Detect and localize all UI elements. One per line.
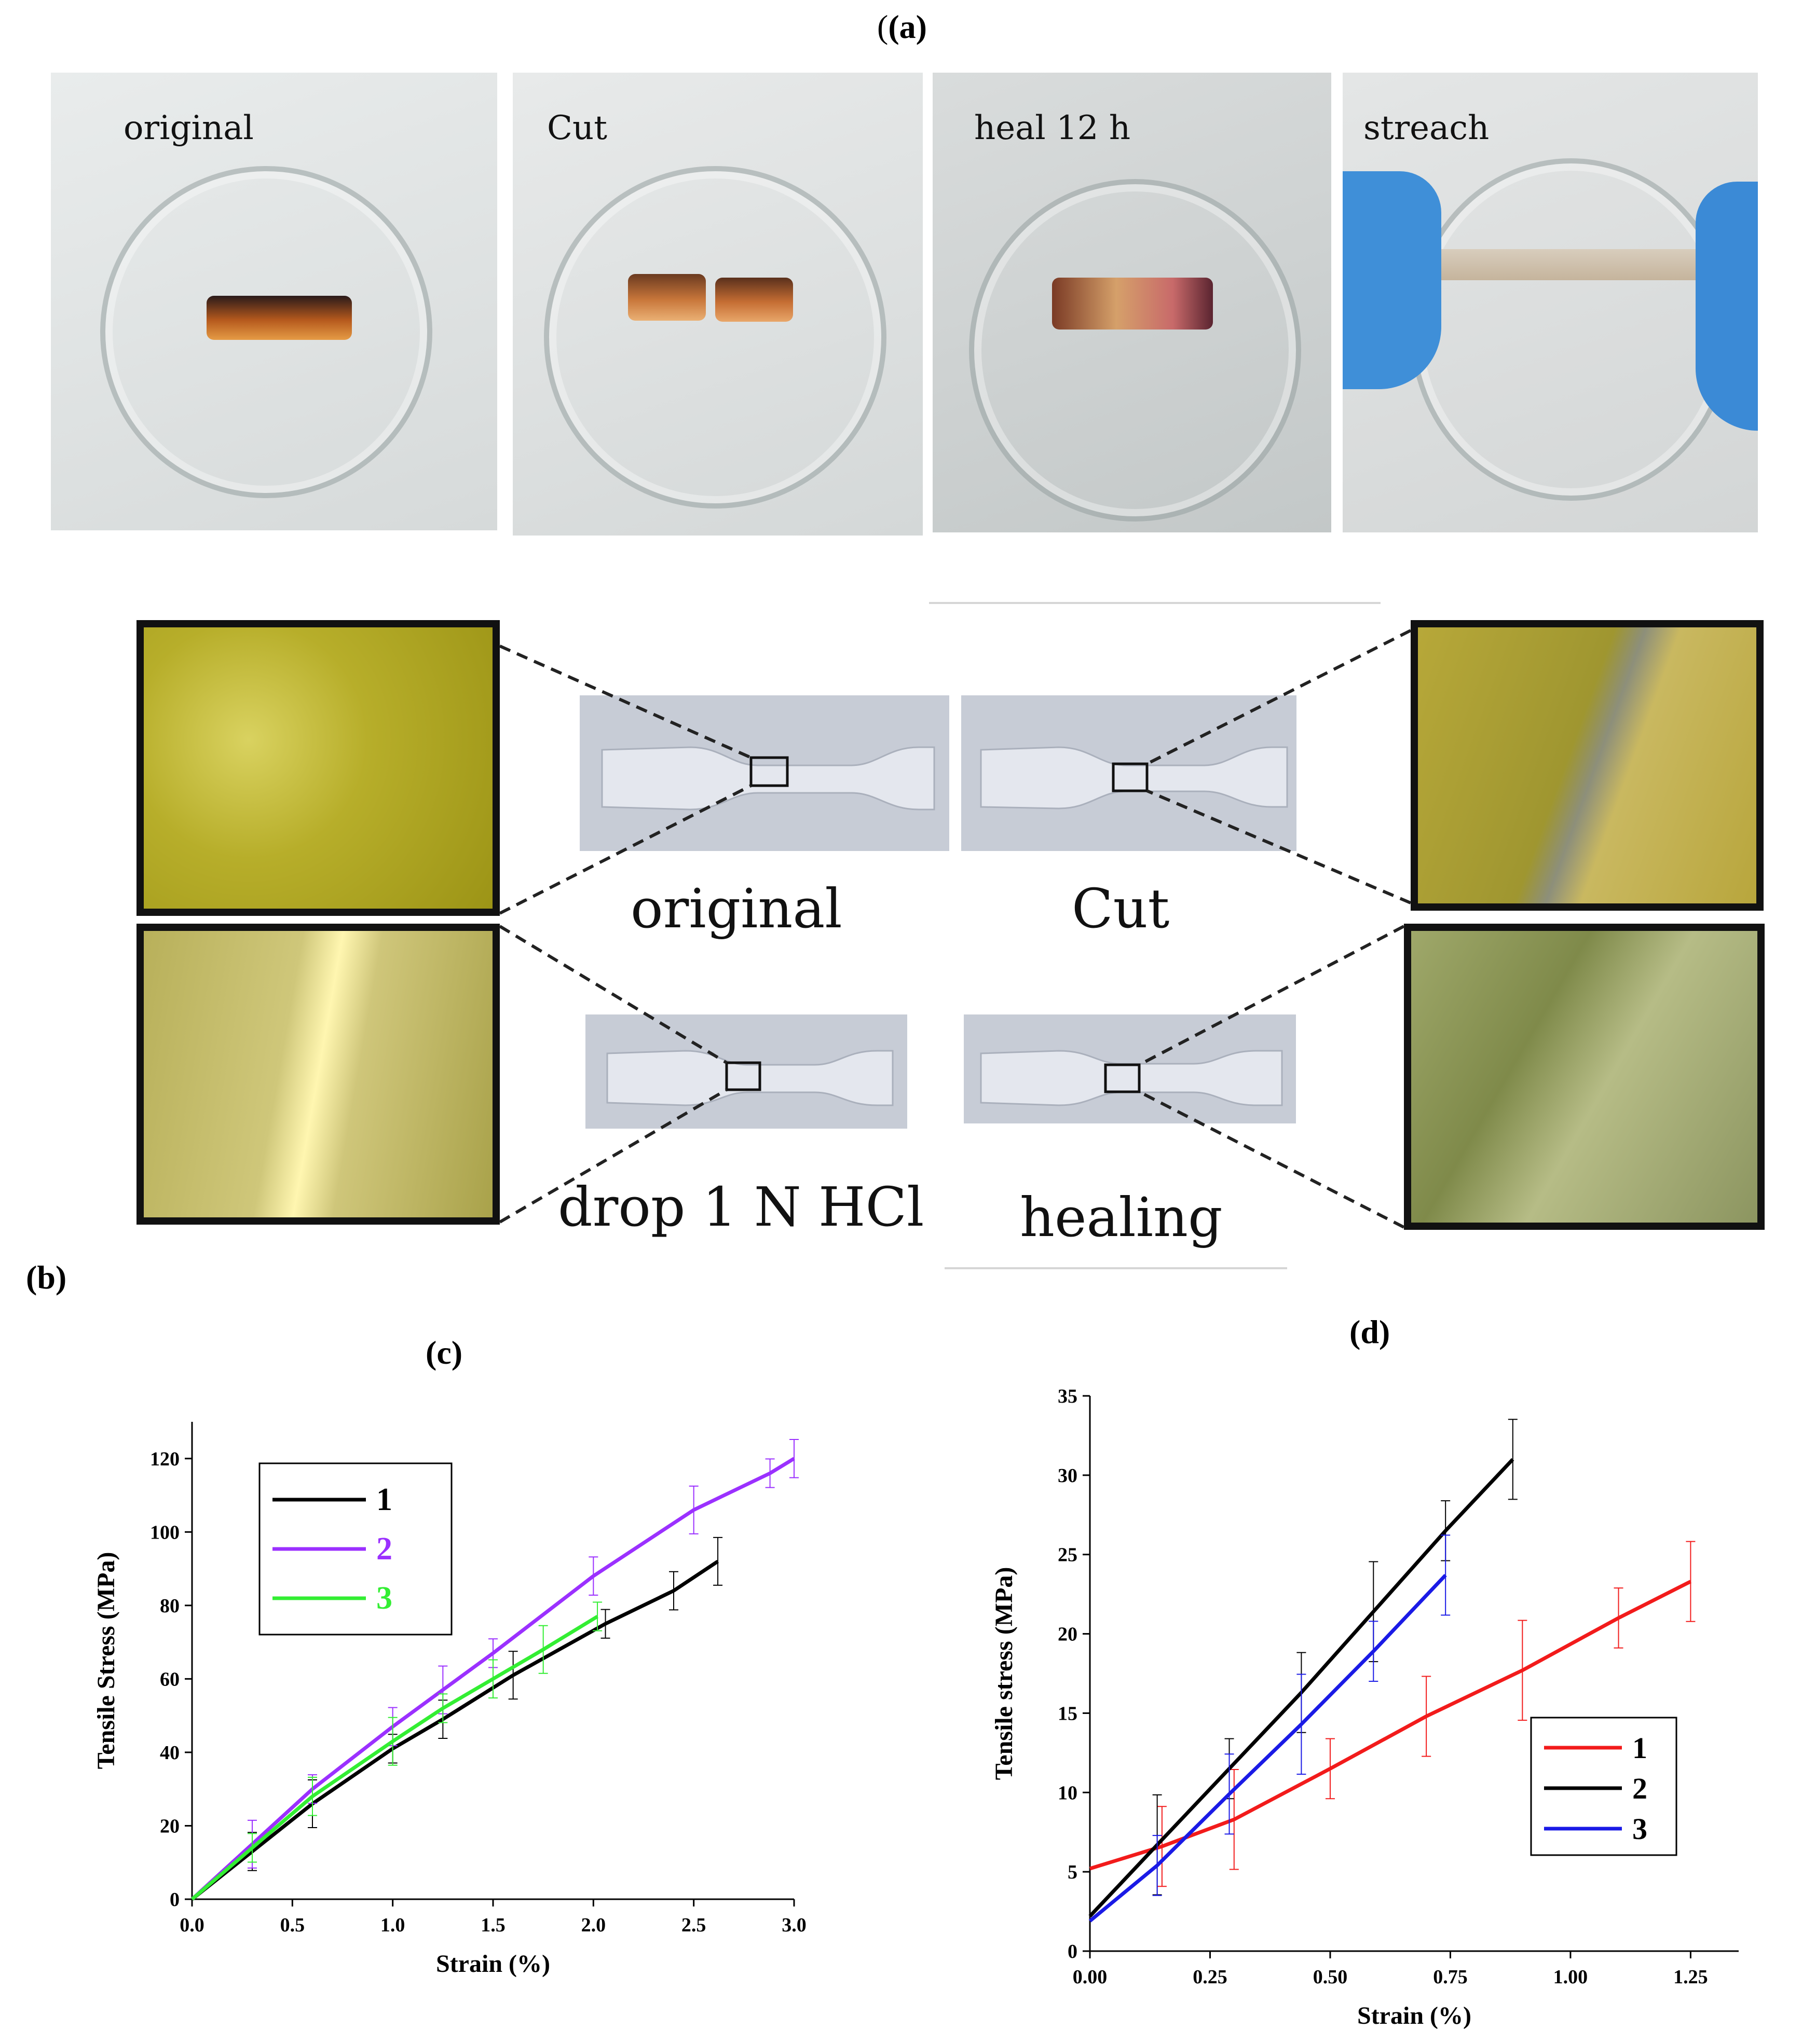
- panel-a-text: (a): [888, 8, 927, 45]
- petri-dish: [100, 166, 432, 498]
- legend-label-2: 2: [376, 1531, 392, 1567]
- legend-label-3: 3: [1632, 1812, 1647, 1846]
- glove-left: [1343, 171, 1441, 389]
- panel-label-b: (b): [26, 1259, 67, 1296]
- y-tick-label: 0: [170, 1889, 180, 1911]
- photo-caption-cut: Cut: [547, 109, 607, 147]
- micrograph-cut: [1411, 620, 1764, 911]
- chart-c: 0.0 0.5 1.0 1.5 2.0 2.5 3.0 0 20 40 60 80 100 120 Stra…: [92, 1422, 807, 1978]
- stretched-hydrogel-strip: [1389, 249, 1711, 280]
- y-tick-label: 80: [160, 1595, 180, 1617]
- series-1-line: [1089, 1580, 1691, 1871]
- y-tick-label: 120: [150, 1448, 180, 1470]
- panel-label-a: ((a): [877, 8, 927, 45]
- petri-dish: [969, 179, 1301, 522]
- y-tick-label: 40: [160, 1742, 180, 1764]
- series-3-line: [190, 1615, 598, 1901]
- y-tick-label: 0: [1068, 1941, 1077, 1963]
- micrograph-healing: [1404, 924, 1765, 1230]
- y-tick-label: 30: [1058, 1465, 1077, 1487]
- x-tick-label: 2.0: [581, 1914, 606, 1936]
- x-tick-label: 1.5: [481, 1914, 506, 1936]
- glove-right: [1696, 182, 1758, 431]
- x-tick-label: 1.00: [1553, 1966, 1588, 1988]
- y-axis-label: Tensile stress (MPa): [990, 1567, 1018, 1780]
- dogbone-specimen-cut: [961, 695, 1296, 851]
- y-tick-label: 20: [160, 1815, 180, 1837]
- x-tick-label: 0.5: [280, 1914, 305, 1936]
- legend-label-1: 1: [376, 1482, 392, 1517]
- photo-caption-original: original: [124, 109, 254, 147]
- label-drop-hcl: drop 1 N HCl: [558, 1175, 924, 1239]
- photo-stretch: streach: [1343, 73, 1758, 532]
- label-original: original: [631, 877, 842, 940]
- x-axis-label: Strain (%): [1357, 2002, 1471, 2029]
- hydrogel-piece-left: [628, 274, 706, 321]
- dogbone-specimen-healing: [964, 1014, 1296, 1123]
- y-tick-label: 35: [1058, 1385, 1077, 1407]
- series-3-line: [1088, 1574, 1447, 1923]
- label-healing: healing: [1020, 1186, 1223, 1249]
- petri-dish: [1410, 158, 1732, 501]
- y-tick-label: 5: [1068, 1861, 1077, 1883]
- y-axis-label: Tensile Stress (MPa): [92, 1552, 120, 1769]
- photo-caption-stretch: streach: [1363, 109, 1490, 147]
- y-tick-label: 25: [1058, 1544, 1077, 1566]
- petri-dish: [544, 166, 886, 509]
- dogbone-specimen-original: [580, 695, 949, 851]
- legend-label-3: 3: [376, 1581, 392, 1616]
- chart-d: 0.00 0.25 0.50 0.75 1.00 1.25 0 5 10 15 20 25 30 35 St…: [990, 1385, 1739, 2029]
- x-tick-label: 0.50: [1313, 1966, 1348, 1988]
- photo-cut: Cut: [513, 73, 923, 536]
- x-tick-label: 1.0: [380, 1914, 405, 1936]
- legend-label-1: 1: [1632, 1731, 1647, 1765]
- x-tick-label: 0.75: [1433, 1966, 1468, 1988]
- y-tick-label: 10: [1058, 1782, 1077, 1804]
- x-tick-label: 0.0: [180, 1914, 204, 1936]
- hydrogel-piece-right: [715, 278, 793, 322]
- y-tick-label: 20: [1058, 1624, 1077, 1645]
- micrograph-drop-hcl: [136, 924, 500, 1225]
- x-tick-label: 1.25: [1673, 1966, 1708, 1988]
- x-tick-label: 3.0: [782, 1914, 807, 1936]
- x-tick-label: 0.00: [1073, 1966, 1108, 1988]
- x-tick-label: 0.25: [1193, 1966, 1227, 1988]
- y-tick-label: 60: [160, 1668, 180, 1690]
- panel-label-c: (c): [426, 1334, 463, 1371]
- hydrogel-sample: [207, 296, 352, 340]
- panel-label-d: (d): [1349, 1313, 1390, 1350]
- photo-heal: heal 12 h: [933, 73, 1331, 532]
- healed-hydrogel-sample: [1052, 278, 1213, 330]
- series-2-line: [190, 1457, 795, 1901]
- photo-caption-heal: heal 12 h: [974, 109, 1131, 147]
- dogbone-specimen-drop: [585, 1014, 907, 1129]
- photo-original: original: [51, 73, 497, 530]
- micrograph-original: [136, 620, 500, 916]
- x-tick-label: 2.5: [681, 1914, 706, 1936]
- panel-b-bottom-rule: [945, 1267, 1287, 1269]
- panel-b-top-rule: [929, 602, 1381, 604]
- y-tick-label: 100: [150, 1521, 180, 1543]
- x-axis-label: Strain (%): [436, 1950, 550, 1978]
- y-tick-label: 15: [1058, 1703, 1077, 1724]
- label-cut: Cut: [1072, 877, 1170, 940]
- legend-label-2: 2: [1632, 1772, 1647, 1805]
